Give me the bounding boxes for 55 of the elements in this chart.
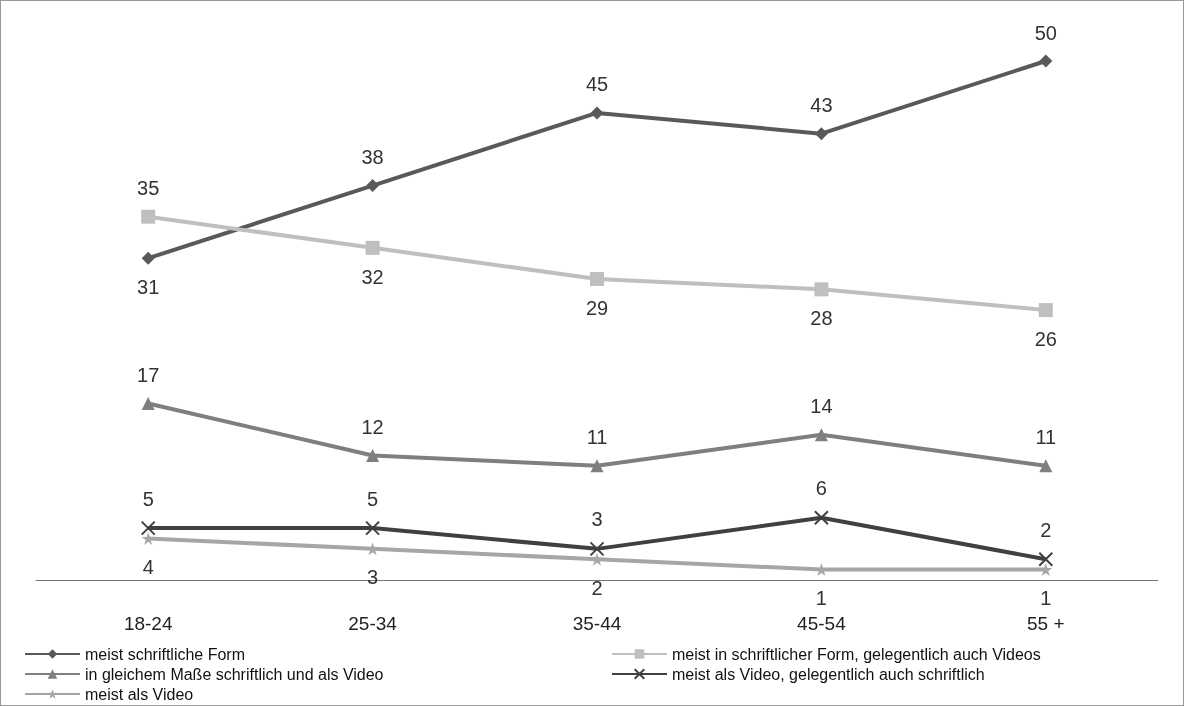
x-tick-label: 25-34 xyxy=(348,613,398,634)
data-label: 6 xyxy=(815,477,827,500)
point xyxy=(1039,459,1053,473)
data-label: 35 xyxy=(137,176,160,199)
data-label: 43 xyxy=(810,94,833,117)
data-label: 1 xyxy=(1040,587,1052,610)
data-label: 4 xyxy=(142,555,154,578)
point xyxy=(365,240,380,255)
legend-label: meist in schriftlicher Form, gelegentlich auch Videos xyxy=(672,645,1041,663)
point xyxy=(365,520,381,536)
data-label: 26 xyxy=(1034,328,1057,351)
x-tick-label: 18-24 xyxy=(123,613,173,634)
data-label: 5 xyxy=(367,487,379,510)
data-label: 31 xyxy=(137,275,160,298)
data-label: 50 xyxy=(1034,21,1057,44)
point xyxy=(813,510,829,526)
data-label: 29 xyxy=(585,296,609,319)
point xyxy=(366,179,380,193)
data-label: 5 xyxy=(142,487,154,510)
data-label: 14 xyxy=(810,395,833,418)
point xyxy=(590,459,604,473)
legend-label: meist als Video xyxy=(85,685,194,703)
point xyxy=(366,448,380,462)
legend-label: in gleichem Maße schriftlich und als Video xyxy=(85,665,384,683)
data-label: 38 xyxy=(361,146,384,169)
point xyxy=(814,282,829,297)
data-label: 45 xyxy=(585,73,609,96)
point xyxy=(814,127,828,141)
point xyxy=(1038,551,1054,567)
point xyxy=(141,209,156,224)
data-label: 11 xyxy=(1035,426,1057,449)
point xyxy=(1038,303,1053,318)
x-tick-label: 55 + xyxy=(1027,613,1065,634)
data-label: 11 xyxy=(586,426,608,449)
point xyxy=(590,271,604,286)
x-tick-label: 35-44 xyxy=(572,613,622,634)
data-label: 2 xyxy=(1040,518,1052,541)
data-label: 12 xyxy=(361,415,384,438)
data-label: 28 xyxy=(810,307,833,330)
point xyxy=(141,397,155,411)
x-tick-label: 45-54 xyxy=(797,613,847,634)
point xyxy=(814,428,828,442)
point xyxy=(140,520,156,536)
point xyxy=(590,106,604,120)
point xyxy=(1039,54,1053,68)
legend-label: meist als Video, gelegentlich auch schriftlich xyxy=(672,665,985,683)
data-label: 3 xyxy=(591,508,603,531)
point xyxy=(141,251,155,265)
legend-label: meist schriftliche Form xyxy=(85,645,246,663)
data-label: 17 xyxy=(137,364,160,387)
point xyxy=(589,541,605,557)
data-label: 2 xyxy=(591,576,603,599)
point xyxy=(1039,563,1053,577)
data-label: 1 xyxy=(815,587,827,610)
data-label: 32 xyxy=(361,265,384,288)
